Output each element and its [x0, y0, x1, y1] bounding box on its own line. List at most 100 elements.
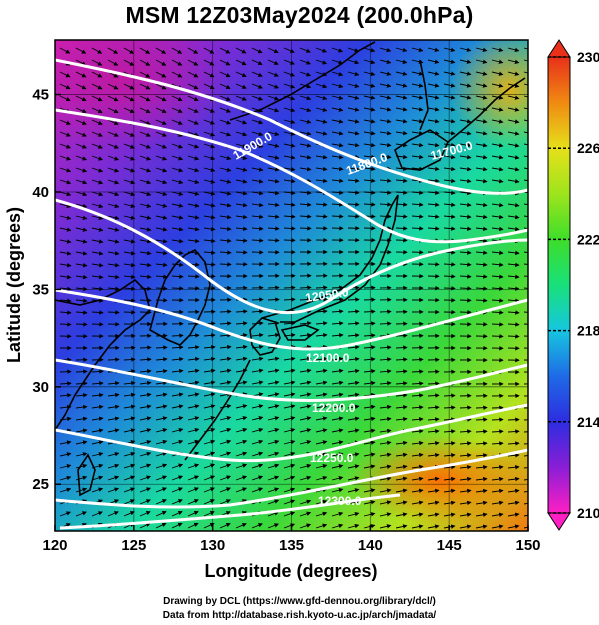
wind-arrow	[155, 463, 168, 469]
wind-arrow	[155, 167, 168, 173]
wind-arrow	[523, 215, 528, 218]
wind-arrow	[475, 286, 488, 291]
wind-arrow	[347, 131, 360, 136]
wind-arrow	[363, 512, 376, 517]
wind-arrow	[107, 511, 119, 517]
wind-arrow	[491, 71, 504, 76]
kuril-chain	[447, 77, 526, 143]
wind-arrow	[59, 440, 72, 445]
wind-arrow	[507, 226, 520, 232]
wind-arrow	[203, 83, 215, 90]
wind-arrow	[379, 321, 392, 326]
wind-arrow	[427, 488, 440, 494]
wind-arrow	[395, 202, 408, 207]
wind-arrow	[219, 333, 232, 338]
wind-arrow	[491, 262, 504, 267]
wind-arrow	[187, 368, 200, 374]
wind-arrow	[139, 215, 152, 220]
wind-arrow	[443, 464, 456, 470]
wind-arrow	[203, 404, 216, 409]
wind-arrow	[171, 238, 184, 244]
wind-arrow	[347, 345, 360, 350]
wind-arrow	[459, 47, 472, 52]
wind-arrow	[299, 523, 312, 529]
wind-arrow	[475, 453, 488, 458]
wind-arrow	[315, 59, 328, 65]
wind-arrow	[443, 83, 456, 88]
wind-arrow	[523, 191, 528, 194]
wind-arrow	[395, 369, 408, 374]
wind-arrow	[251, 131, 264, 137]
wind-arrow	[91, 191, 104, 197]
wind-arrow	[507, 322, 520, 327]
wind-arrow	[171, 345, 184, 350]
wind-arrow	[507, 47, 520, 53]
wind-arrow	[235, 167, 248, 172]
wind-arrow	[331, 71, 344, 77]
colorbar-label: 218	[577, 323, 599, 339]
wind-arrow	[363, 166, 376, 172]
wind-arrow	[475, 274, 488, 279]
wind-arrow	[523, 143, 528, 146]
wind-arrow	[139, 345, 152, 350]
wind-arrow	[155, 250, 168, 256]
wind-arrow	[379, 452, 392, 458]
wind-arrow	[139, 511, 151, 517]
wind-arrow	[427, 71, 440, 76]
wind-arrow	[155, 475, 168, 481]
wind-arrow	[219, 380, 232, 385]
wind-arrow	[155, 392, 168, 397]
wind-arrow	[155, 155, 168, 161]
wind-arrow	[91, 179, 104, 185]
wind-arrow	[123, 250, 136, 256]
wind-arrow	[507, 119, 520, 124]
wind-arrow	[59, 47, 71, 54]
wind-arrow	[171, 155, 184, 161]
wind-arrow	[395, 345, 408, 350]
wind-arrow	[219, 83, 231, 89]
wind-arrow	[523, 467, 528, 469]
wind-arrow	[155, 203, 168, 208]
wind-arrow	[219, 416, 232, 421]
wind-arrow	[235, 344, 248, 350]
wind-arrow	[171, 107, 183, 113]
wind-arrow	[411, 71, 424, 76]
wind-arrow	[123, 463, 136, 469]
wind-arrow	[203, 487, 215, 493]
wind-arrow	[59, 71, 71, 78]
wind-arrow	[219, 262, 232, 267]
wind-arrow	[91, 369, 104, 374]
wind-arrow	[491, 310, 504, 315]
wind-arrow	[139, 463, 152, 469]
wind-arrow	[219, 95, 231, 101]
wind-arrow	[283, 190, 296, 196]
wind-arrow	[523, 179, 528, 182]
wind-arrow	[107, 119, 119, 125]
wind-arrow	[219, 226, 232, 232]
wind-arrow	[491, 512, 504, 517]
wind-arrow	[91, 227, 104, 232]
wind-arrow	[139, 380, 152, 386]
wind-arrow	[219, 179, 232, 184]
wind-arrow	[123, 451, 136, 457]
wind-arrow	[91, 416, 104, 422]
wind-arrow	[491, 166, 504, 172]
wind-arrow	[459, 154, 472, 160]
wind-arrow	[283, 499, 296, 505]
wind-arrow	[299, 143, 312, 148]
wind-arrow	[459, 71, 472, 76]
wind-arrow	[427, 59, 440, 64]
wind-arrow	[395, 464, 408, 470]
wind-arrow	[427, 83, 440, 88]
wind-arrow	[443, 178, 456, 184]
wind-arrow	[203, 463, 216, 469]
wind-arrow	[91, 239, 104, 244]
wind-arrow	[331, 178, 344, 184]
wind-arrow	[475, 441, 488, 446]
wind-arrow	[523, 275, 528, 277]
wind-arrow	[251, 95, 264, 101]
honshu-coast	[261, 194, 399, 323]
wind-arrow	[267, 332, 280, 338]
wind-arrow	[507, 214, 520, 220]
wind-arrow	[363, 333, 376, 338]
